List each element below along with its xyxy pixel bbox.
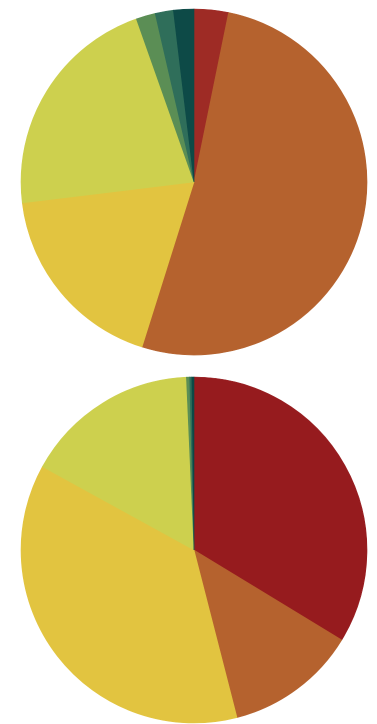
pie-bottom-slice-3 [20,466,238,724]
pie-chart-top [20,8,368,356]
pie-bottom-slice-1 [193,376,368,641]
pie-chart-bottom [20,376,368,724]
pie-top-slice-4 [20,18,195,204]
pie-bottom-slice-7 [191,376,195,551]
pie-top-slice-7 [173,8,195,183]
pie-top-slice-3 [21,181,195,348]
pie-bottom-slice-2 [193,549,343,718]
pie-bottom-slice-4 [41,376,195,551]
pie-top-slice-2 [141,12,368,356]
